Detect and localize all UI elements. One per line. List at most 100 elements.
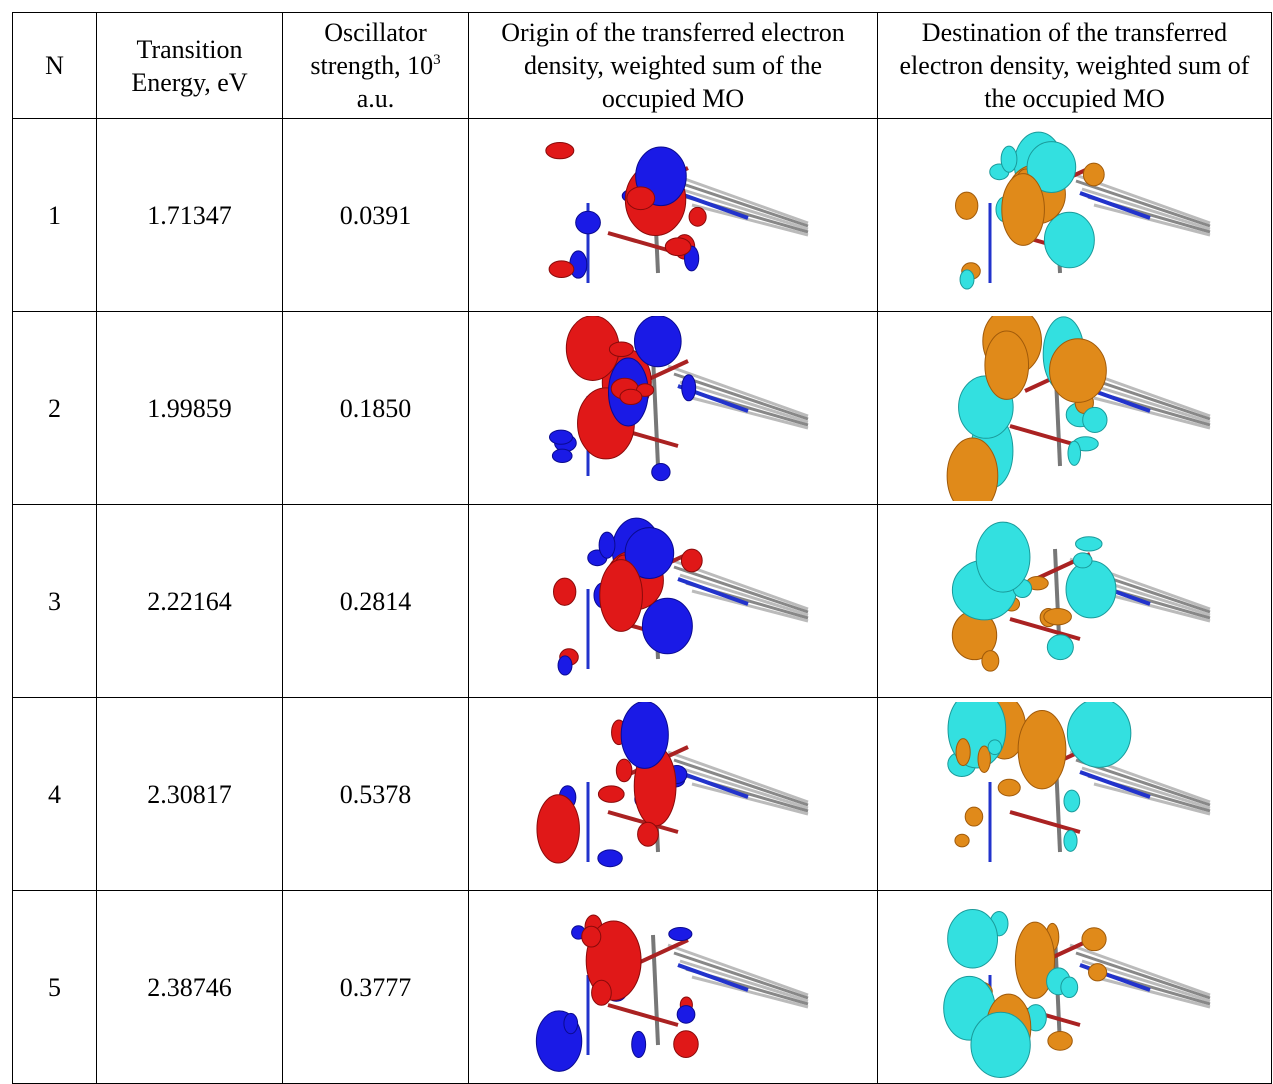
image-cell (877, 697, 1272, 891)
bond (1081, 766, 1210, 809)
header-text: Transition Energy, eV (131, 34, 248, 97)
orbital-lobe (1065, 559, 1116, 618)
orbital-lobe (1046, 1030, 1073, 1051)
orbital-lobe (545, 141, 575, 159)
orbital-lobe (551, 448, 573, 463)
table-row: 1 1.71347 0.0391 (12, 118, 1272, 312)
cell-text: 4 (48, 779, 61, 809)
bond (667, 171, 809, 224)
bond (651, 934, 660, 1045)
bond (1081, 187, 1210, 230)
orbital-lobe (651, 462, 671, 481)
orbital-lobe (624, 526, 675, 579)
bond (691, 396, 809, 429)
orbital-lobe (536, 793, 580, 863)
table-cell: 3 (12, 504, 97, 698)
table-cell: 2 (12, 311, 97, 505)
table-cell: 1.71347 (96, 118, 283, 312)
orbital-image (548, 315, 809, 481)
image-cell (877, 311, 1272, 505)
bond (679, 380, 809, 423)
orbital-lobe (599, 558, 643, 632)
cell-text: 0.5378 (339, 779, 412, 809)
orbital-lobe (980, 649, 999, 672)
table-cell: 0.2814 (282, 504, 469, 698)
bond (691, 589, 809, 622)
orbital-lobe (1087, 962, 1107, 981)
orbital-image (552, 517, 809, 676)
header-text: Destination of the transferred electron … (899, 18, 1250, 113)
orbital-lobe (673, 1029, 699, 1058)
cell-text: 0.2814 (339, 586, 412, 616)
bond (1081, 380, 1210, 423)
orbital-lobe (964, 806, 983, 827)
orbital-lobe (631, 1030, 647, 1058)
orbital-lobe (946, 908, 998, 968)
orbital-lobe (680, 548, 703, 572)
orbital-lobe (987, 738, 1002, 755)
orbital-lobe (581, 925, 602, 948)
bond (1075, 179, 1210, 227)
bond (667, 750, 809, 803)
bond (673, 951, 809, 999)
image-cell (468, 697, 878, 891)
orbital-lobe (641, 597, 693, 654)
bond (673, 179, 809, 227)
orbital-image (946, 315, 1211, 501)
orbital-lobe (954, 191, 978, 220)
cell-text: 0.1850 (339, 393, 412, 423)
header-cell: N (12, 12, 97, 119)
orbital-lobe (959, 268, 974, 290)
orbital-lobe (619, 388, 643, 405)
image-cell (468, 890, 878, 1084)
orbital-lobe (1026, 140, 1076, 193)
bond (1008, 423, 1081, 448)
orbital-lobe (1046, 633, 1074, 660)
orbital-lobe (688, 206, 707, 227)
results-table: N Transition Energy, eV Oscillator stren… (12, 12, 1272, 1084)
cell-text: 1.71347 (147, 200, 232, 230)
table-cell: 0.0391 (282, 118, 469, 312)
orbital-lobe (1066, 440, 1081, 466)
table-cell: 0.1850 (282, 311, 469, 505)
bond (667, 943, 809, 996)
table-body: 1 1.71347 0.0391 2 1.99859 0.1850 3 2.22164 0.28… (12, 118, 1272, 1084)
bond (1078, 190, 1151, 220)
bond (607, 1002, 679, 1027)
table-cell: 2.38746 (96, 890, 283, 1084)
header-cell: Transition Energy, eV (96, 12, 283, 119)
orbital-lobe (1062, 829, 1078, 852)
table-row: 4 2.30817 0.5378 (12, 697, 1272, 891)
orbital-lobe (626, 185, 656, 210)
orbital-lobe (1000, 172, 1045, 246)
bond (677, 769, 749, 799)
header-cell: Origin of the transferred electron densi… (468, 12, 878, 119)
orbital-lobe (1081, 406, 1108, 433)
orbital-lobe (1080, 926, 1107, 951)
orbital-lobe (552, 577, 577, 606)
bond (1093, 975, 1210, 1008)
orbital-lobe (681, 373, 697, 401)
orbital-lobe (1066, 701, 1131, 768)
orbital-lobe (608, 340, 634, 357)
bond (607, 809, 679, 834)
cell-text: 1.99859 (147, 393, 232, 423)
orbital-image (545, 141, 809, 283)
table-row: 3 2.22164 0.2814 (12, 504, 1272, 698)
orbital-image (942, 908, 1211, 1078)
table-cell: 0.3777 (282, 890, 469, 1084)
bond (691, 782, 809, 815)
header-row: N Transition Energy, eV Oscillator stren… (12, 12, 1272, 119)
bond (1093, 782, 1210, 815)
orbital-lobe (1000, 145, 1017, 173)
header-cell: Destination of the transferred electron … (877, 12, 1272, 119)
orbital-lobe (1048, 337, 1107, 403)
table-cell: 5 (12, 890, 97, 1084)
orbital-lobe (633, 315, 682, 367)
orbital-lobe (946, 437, 998, 501)
orbital-lobe (1082, 162, 1105, 186)
header-cell: Oscillator strength, 103 a.u. (282, 12, 469, 119)
bond (677, 576, 749, 606)
orbital-lobe (668, 926, 693, 941)
